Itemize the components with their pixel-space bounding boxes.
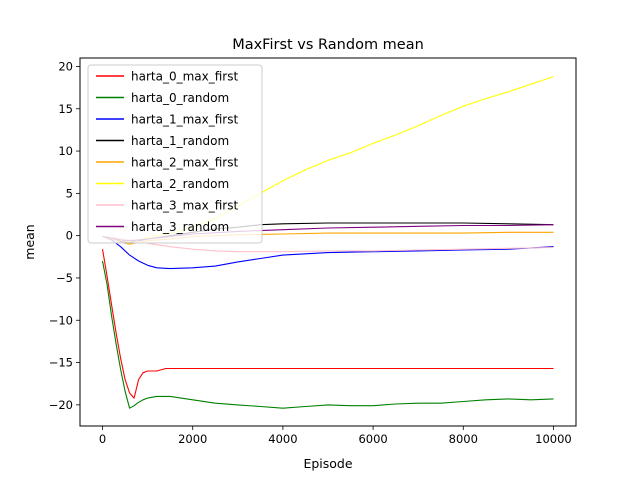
legend-label: harta_2_max_first [131, 156, 238, 170]
x-tick-label: 4000 [268, 432, 297, 446]
y-tick-label: 15 [58, 102, 73, 116]
y-tick-label: −15 [49, 356, 73, 370]
y-tick-label: −20 [49, 398, 73, 412]
x-tick-label: 0 [99, 432, 106, 446]
series-line-harta_3_max_first [102, 235, 554, 253]
series-line-harta_0_max_first [101, 249, 554, 399]
series-line-harta_1_max_first [102, 235, 554, 270]
y-tick-label: −5 [56, 271, 73, 285]
y-tick-label: 10 [58, 144, 73, 158]
x-tick-label: 6000 [358, 432, 387, 446]
x-tick-label: 2000 [178, 432, 207, 446]
plot-frame [79, 57, 577, 427]
legend-label: harta_3_max_first [131, 199, 238, 213]
x-axis-label: Episode [303, 456, 352, 471]
legend-label: harta_0_random [131, 91, 229, 105]
x-tick-label: 10000 [535, 432, 572, 446]
chart-title: MaxFirst vs Random mean [232, 37, 424, 53]
y-tick-label: 5 [66, 186, 73, 200]
series-line-harta_0_random [101, 260, 554, 409]
y-tick-label: 20 [58, 59, 73, 73]
legend: harta_0_max_first harta_0_random harta_1_m… [87, 64, 263, 244]
legend-label: harta_2_random [131, 177, 229, 191]
legend-box [87, 64, 263, 244]
legend-label: harta_3_random [131, 220, 229, 234]
legend-label: harta_1_random [131, 134, 229, 148]
y-tick-label: −10 [49, 313, 73, 327]
y-tick-label: 0 [66, 229, 73, 243]
y-axis-label: mean [22, 224, 37, 259]
y-axis: −20 −15 −10 −5 0 5 10 15 20 [49, 59, 80, 412]
legend-label: harta_1_max_first [131, 113, 238, 127]
legend-label: harta_0_max_first [131, 70, 238, 84]
x-axis: 0 2000 4000 6000 8000 10000 [99, 426, 572, 446]
x-tick-label: 8000 [449, 432, 478, 446]
